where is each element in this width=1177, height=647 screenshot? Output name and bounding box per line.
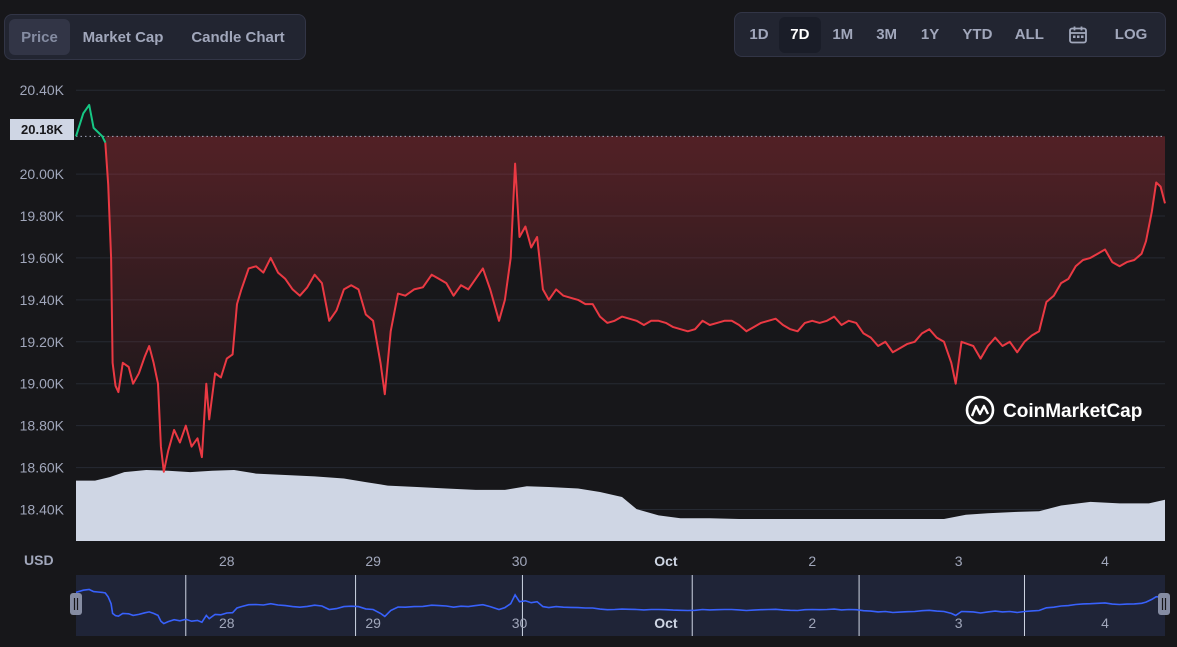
navigator-label: 4 — [1101, 615, 1109, 631]
navigator-label: 2 — [808, 615, 816, 631]
navigator-label: Oct — [654, 615, 678, 631]
range-3m-button[interactable]: 3M — [876, 26, 898, 43]
tab-price[interactable]: Price — [9, 19, 70, 55]
watermark-text: CoinMarketCap — [1003, 401, 1142, 422]
range-1y-button[interactable]: 1Y — [920, 26, 940, 43]
y-tick-label: 19.20K — [20, 334, 65, 350]
navigator-right-handle[interactable] — [1158, 593, 1170, 615]
y-tick-label: 19.60K — [20, 250, 65, 266]
range-7d-button[interactable]: 7D — [778, 16, 821, 53]
currency-label: USD — [24, 552, 54, 568]
range-1d-button[interactable]: 1D — [749, 26, 769, 43]
x-tick-label: 29 — [365, 553, 381, 569]
current-price-badge-bg — [10, 119, 74, 140]
x-tick-label: 28 — [219, 553, 235, 569]
navigator-label: 28 — [219, 615, 235, 631]
date-picker-button[interactable] — [1055, 17, 1101, 53]
y-tick-label: 20.40K — [20, 82, 65, 98]
x-axis: 28 29 30 Oct 2 3 4 — [219, 553, 1109, 569]
navigator-bg — [76, 575, 1165, 636]
volume-area — [76, 470, 1165, 541]
time-range-selector: 1D 7D 1M 3M 1Y YTD ALL LOG — [734, 12, 1166, 57]
coinmarketcap-logo-icon — [965, 395, 995, 425]
navigator-labels: 28 29 30 Oct 2 3 4 — [219, 615, 1109, 631]
watermark: CoinMarketCap — [965, 395, 1142, 425]
x-tick-label: 30 — [512, 553, 528, 569]
y-tick-label: 18.80K — [20, 418, 65, 434]
chart-type-tabs: Price Market Cap Candle Chart — [4, 14, 306, 60]
price-area-fill — [105, 136, 1165, 472]
navigator-gridlines — [185, 575, 1025, 636]
y-tick-label: 18.40K — [20, 502, 65, 518]
navigator-label: 29 — [365, 615, 381, 631]
range-all-button[interactable]: ALL — [1014, 26, 1044, 43]
y-tick-label: 18.60K — [20, 460, 65, 476]
navigator-line — [75, 588, 1166, 625]
y-axis: 20.40K 20.00K 19.80K 19.60K 19.40K 19.20K 19.0… — [20, 82, 65, 517]
range-1m-button[interactable]: 1M — [832, 26, 854, 43]
navigator: 28 29 30 Oct 2 3 4 — [70, 575, 1170, 636]
price-line-up — [75, 103, 107, 144]
tab-market-cap[interactable]: Market Cap — [82, 28, 164, 46]
tab-candle-chart[interactable]: Candle Chart — [191, 28, 285, 46]
range-ytd-button[interactable]: YTD — [962, 26, 993, 43]
x-tick-label: 4 — [1101, 553, 1109, 569]
current-price-label: 20.18K — [21, 122, 64, 137]
current-price-badge: 20.18K — [10, 119, 74, 140]
x-tick-label: 2 — [808, 553, 816, 569]
y-tick-label: 19.00K — [20, 376, 65, 392]
calendar-icon — [1069, 26, 1088, 43]
y-tick-label: 20.00K — [20, 166, 65, 182]
x-tick-label: 3 — [955, 553, 963, 569]
navigator-left-handle[interactable] — [70, 593, 82, 615]
navigator-label: 3 — [955, 615, 963, 631]
y-tick-label: 19.80K — [20, 208, 65, 224]
price-line-down — [104, 142, 1166, 473]
navigator-label: 30 — [512, 615, 528, 631]
x-tick-label: Oct — [654, 553, 678, 569]
log-scale-toggle[interactable]: LOG — [1114, 26, 1148, 43]
y-tick-label: 19.40K — [20, 292, 65, 308]
